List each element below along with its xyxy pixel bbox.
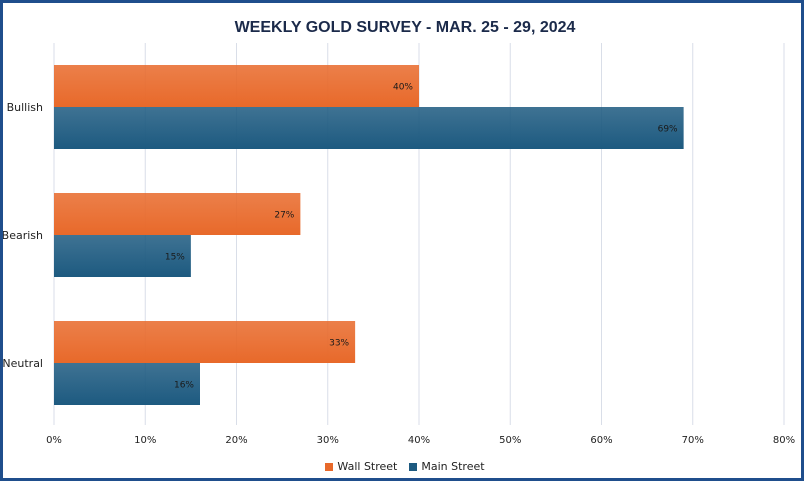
x-tick-label-0: 0% xyxy=(46,435,62,446)
bar-main-street-bullish xyxy=(54,107,684,149)
x-tick-label-80: 80% xyxy=(773,435,795,446)
chart-title: WEEKLY GOLD SURVEY - MAR. 25 - 29, 2024 xyxy=(234,19,576,36)
x-tick-label-10: 10% xyxy=(134,435,156,446)
data-label-wall-street-neutral: 33% xyxy=(329,339,349,349)
legend-item-main-street: Main Street xyxy=(409,460,485,473)
bar-main-street-bearish xyxy=(54,235,191,277)
bar-wall-street-bearish xyxy=(54,193,301,235)
bar-wall-street-bullish xyxy=(54,65,419,107)
x-tick-label-60: 60% xyxy=(590,435,612,446)
category-label-bearish: Bearish xyxy=(3,229,43,242)
data-label-main-street-bearish: 15% xyxy=(165,253,185,263)
category-label-neutral: Neutral xyxy=(3,357,43,370)
x-tick-label-40: 40% xyxy=(408,435,430,446)
x-tick-label-30: 30% xyxy=(317,435,339,446)
legend-label-main-street: Main Street xyxy=(421,460,485,473)
bar-wall-street-neutral xyxy=(54,321,356,363)
legend-swatch-wall-street xyxy=(325,462,334,471)
legend-label-wall-street: Wall Street xyxy=(337,460,398,473)
bar-chart-plot: 0% 10% 20% 30% 40% 50% 60% 70% 80% Bullish 40% 69% B… xyxy=(3,43,795,446)
x-tick-label-20: 20% xyxy=(225,435,247,446)
bar-main-street-neutral xyxy=(54,363,200,405)
data-label-main-street-neutral: 16% xyxy=(174,381,194,391)
data-label-wall-street-bullish: 40% xyxy=(393,83,413,93)
legend-swatch-main-street xyxy=(409,462,418,471)
x-tick-label-70: 70% xyxy=(682,435,704,446)
category-label-bullish: Bullish xyxy=(7,101,43,114)
chart-legend: Wall Street Main Street xyxy=(3,460,804,473)
legend-item-wall-street: Wall Street xyxy=(325,460,397,473)
data-label-main-street-bullish: 69% xyxy=(658,125,678,135)
data-label-wall-street-bearish: 27% xyxy=(274,211,294,221)
x-tick-label-50: 50% xyxy=(499,435,521,446)
